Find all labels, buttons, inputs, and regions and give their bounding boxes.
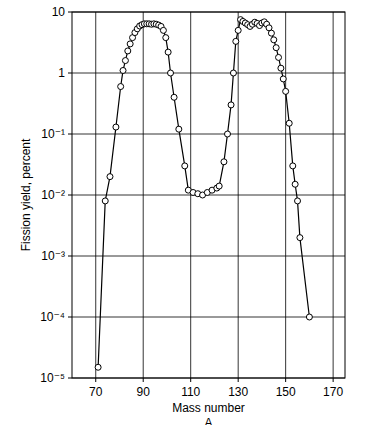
data-point [176,126,182,132]
x-tick-label: 130 [228,385,248,399]
data-point [122,58,128,64]
data-point [286,120,292,126]
data-point [271,37,277,43]
data-point [168,70,174,76]
data-point [224,131,230,137]
y-tick [68,12,72,13]
y-tick [68,195,72,196]
data-point [182,163,188,169]
x-tick [285,378,286,382]
y-tick-label: 10⁻³ [41,249,65,263]
x-tick [95,378,96,382]
data-point [107,174,113,180]
data-point [273,45,279,51]
data-point [221,159,227,165]
grid [68,12,345,382]
plot-frame [72,12,345,378]
y-tick-label: 10⁻¹ [41,127,65,141]
y-tick-label: 10 [52,5,66,19]
data-point [171,94,177,100]
x-tick [333,378,334,382]
y-tick [68,256,72,257]
x-tick-label: 70 [89,385,103,399]
y-tick [68,134,72,135]
y-tick-label: 10⁻⁴ [40,310,65,324]
y-axis-label: Fission yield, percent [19,138,33,251]
data-point [292,181,298,187]
data-point [165,49,171,55]
series [95,17,312,371]
y-grid-line [72,73,345,74]
x-axis-label: Mass numberA [172,401,245,425]
y-grid-line [72,256,345,257]
y-tick-label: 10⁻⁵ [40,371,65,385]
y-tick [68,378,72,379]
y-tick-label: 1 [58,66,65,80]
y-grid-line [72,317,345,318]
y-tick [68,317,72,318]
x-tick-label: 90 [137,385,151,399]
data-point [95,364,101,370]
data-point [125,48,131,54]
x-axis-label-line: A [204,416,212,425]
x-tick [143,378,144,382]
x-tick-label: 170 [323,385,343,399]
data-point [295,198,301,204]
data-point [278,65,284,71]
data-point [290,163,296,169]
data-point [102,198,108,204]
data-point [233,38,239,44]
data-point [268,30,274,36]
chart: 709011013015017010⁻⁵10⁻⁴10⁻³10⁻²10⁻¹110M… [0,0,373,425]
data-point [163,35,169,41]
data-point [216,183,222,189]
data-point [127,41,133,47]
x-tick-label: 150 [276,385,296,399]
y-grid-line [72,134,345,135]
x-tick-label: 110 [181,385,200,399]
data-point [230,70,236,76]
data-point [235,27,241,33]
data-point [113,124,119,130]
data-point [283,88,289,94]
data-point [160,27,166,33]
y-tick [68,73,72,74]
series-line [98,20,309,368]
data-point [120,67,126,73]
x-tick [238,378,239,382]
x-tick [190,378,191,382]
data-point [306,314,312,320]
x-axis-label-line: Mass number [172,401,245,415]
data-point [280,76,286,82]
data-point [297,235,303,241]
data-point [276,54,282,60]
data-point [228,102,234,108]
y-tick-label: 10⁻² [41,188,65,202]
data-point [118,84,124,90]
